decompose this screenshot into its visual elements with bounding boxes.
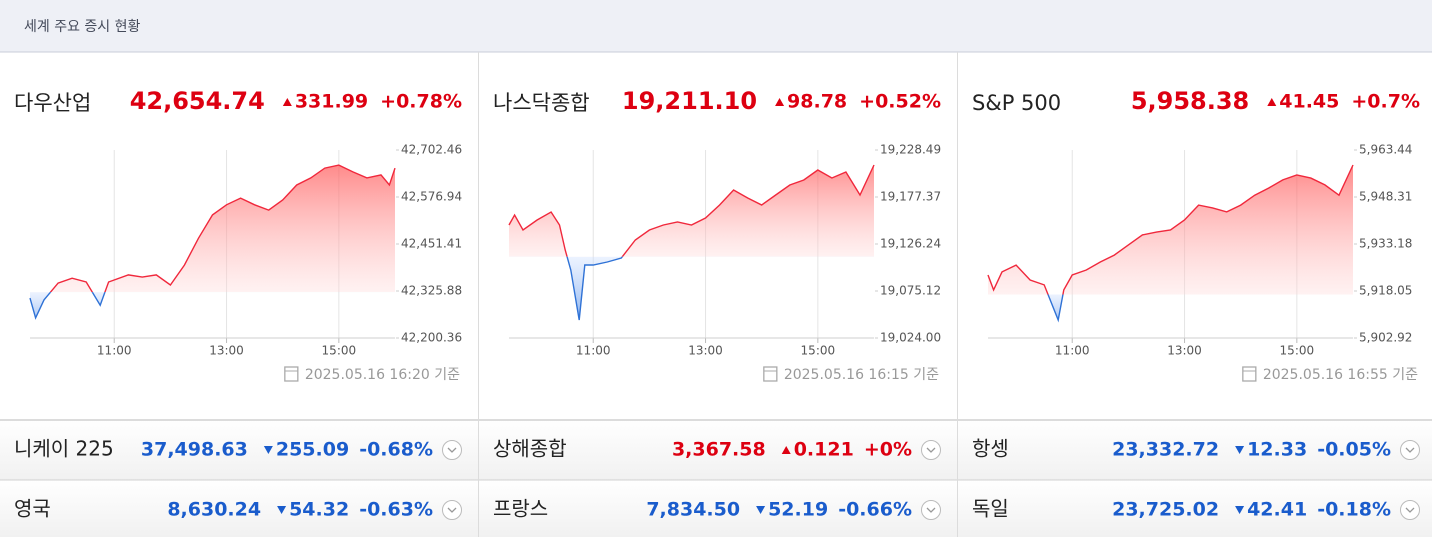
area-up xyxy=(509,165,874,257)
change-value: 331.99 xyxy=(295,91,368,113)
line-up xyxy=(508,164,875,257)
price: 23,725.02 xyxy=(1112,499,1219,521)
price: 5,958.38 xyxy=(1131,87,1249,115)
price: 8,630.24 xyxy=(167,499,261,521)
change-value: 12.33 xyxy=(1247,439,1307,461)
calendar-icon xyxy=(763,366,778,382)
y-tick-label: 5,933.18 xyxy=(1359,237,1412,251)
change-percent: +0.52% xyxy=(859,91,941,113)
price: 37,498.63 xyxy=(141,439,248,461)
x-tick-label: 15:00 xyxy=(1280,344,1315,358)
index-name: 프랑스 xyxy=(493,497,548,521)
index-name: 다우산업 xyxy=(14,91,91,115)
y-tick-label: 42,451.41 xyxy=(401,237,462,251)
expand-button[interactable] xyxy=(1405,507,1415,513)
index-name: 항셍 xyxy=(972,437,1009,461)
area-down xyxy=(567,256,623,320)
index-name: S&P 500 xyxy=(972,91,1061,115)
change-percent: -0.66% xyxy=(838,499,912,521)
timestamp: 2025.05.16 16:15 기준 xyxy=(784,367,939,383)
timestamp: 2025.05.16 16:20 기준 xyxy=(305,367,460,383)
change-percent: -0.68% xyxy=(359,439,433,461)
index-name: 상해종합 xyxy=(493,437,567,461)
x-tick-label: 13:00 xyxy=(209,344,244,358)
index-name: 나스닥종합 xyxy=(493,91,590,115)
y-tick-label: 5,963.44 xyxy=(1359,143,1412,157)
x-tick-label: 11:00 xyxy=(97,344,132,358)
expand-button[interactable] xyxy=(447,507,457,513)
change-value: 41.45 xyxy=(1279,91,1339,113)
area-up xyxy=(988,165,1353,295)
price: 42,654.74 xyxy=(130,87,265,115)
y-tick-label: 19,126.24 xyxy=(880,237,941,251)
y-tick-label: 42,200.36 xyxy=(401,331,462,345)
row-bg xyxy=(0,480,1432,537)
row-bg xyxy=(0,420,1432,480)
change-value: 52.19 xyxy=(768,499,828,521)
expand-button[interactable] xyxy=(921,500,941,520)
direction-arrow xyxy=(263,446,273,454)
x-tick-label: 11:00 xyxy=(576,344,611,358)
change-percent: +0.7% xyxy=(1351,91,1420,113)
expand-button[interactable] xyxy=(926,447,936,453)
expand-button[interactable] xyxy=(442,440,462,460)
expand-button[interactable] xyxy=(926,507,936,513)
index-name: 독일 xyxy=(972,497,1009,521)
y-tick-label: 19,177.37 xyxy=(880,189,941,203)
change-value: 98.78 xyxy=(787,91,847,113)
change-percent: +0% xyxy=(864,439,912,461)
direction-arrow xyxy=(1235,506,1245,514)
index-name: 니케이 225 xyxy=(14,437,114,461)
timestamp: 2025.05.16 16:55 기준 xyxy=(1263,367,1418,383)
y-tick-label: 5,918.05 xyxy=(1359,284,1412,298)
expand-button[interactable] xyxy=(442,500,462,520)
y-tick-label: 42,576.94 xyxy=(401,189,462,203)
y-tick-label: 42,702.46 xyxy=(401,143,462,157)
change-value: 255.09 xyxy=(276,439,349,461)
direction-arrow xyxy=(1235,446,1245,454)
expand-button[interactable] xyxy=(447,447,457,453)
price: 23,332.72 xyxy=(1112,439,1219,461)
area-up xyxy=(50,165,395,293)
y-tick-label: 19,024.00 xyxy=(880,331,941,345)
x-tick-label: 13:00 xyxy=(1167,344,1202,358)
calendar-icon xyxy=(1242,366,1257,382)
direction-arrow xyxy=(781,446,791,454)
price: 3,367.58 xyxy=(672,439,766,461)
x-tick-label: 15:00 xyxy=(801,344,836,358)
calendar-icon xyxy=(284,366,299,382)
expand-button[interactable] xyxy=(1405,447,1415,453)
x-tick-label: 11:00 xyxy=(1055,344,1090,358)
line-up xyxy=(49,164,396,293)
change-percent: -0.63% xyxy=(359,499,433,521)
change-percent: -0.05% xyxy=(1317,439,1391,461)
y-tick-label: 5,902.92 xyxy=(1359,331,1412,345)
direction-arrow xyxy=(277,506,287,514)
price: 19,211.10 xyxy=(622,87,757,115)
expand-button[interactable] xyxy=(1400,440,1420,460)
price: 7,834.50 xyxy=(646,499,740,521)
direction-arrow xyxy=(282,98,292,106)
y-tick-label: 19,228.49 xyxy=(880,143,941,157)
change-value: 0.121 xyxy=(794,439,854,461)
direction-arrow xyxy=(775,98,785,106)
direction-arrow xyxy=(1267,98,1277,106)
change-percent: -0.18% xyxy=(1317,499,1391,521)
expand-button[interactable] xyxy=(1400,500,1420,520)
y-tick-label: 5,948.31 xyxy=(1359,190,1412,204)
x-tick-label: 13:00 xyxy=(688,344,723,358)
index-name: 영국 xyxy=(14,497,51,521)
direction-arrow xyxy=(756,506,766,514)
change-value: 54.32 xyxy=(289,499,349,521)
expand-button[interactable] xyxy=(921,440,941,460)
y-tick-label: 42,325.88 xyxy=(401,284,462,298)
line-up xyxy=(987,164,1354,295)
change-percent: +0.78% xyxy=(380,91,462,113)
y-tick-label: 19,075.12 xyxy=(880,284,941,298)
x-tick-label: 15:00 xyxy=(322,344,357,358)
header-title: 세계 주요 증시 현황 xyxy=(24,19,141,35)
header-bar xyxy=(0,0,1432,52)
change-value: 42.41 xyxy=(1247,499,1307,521)
